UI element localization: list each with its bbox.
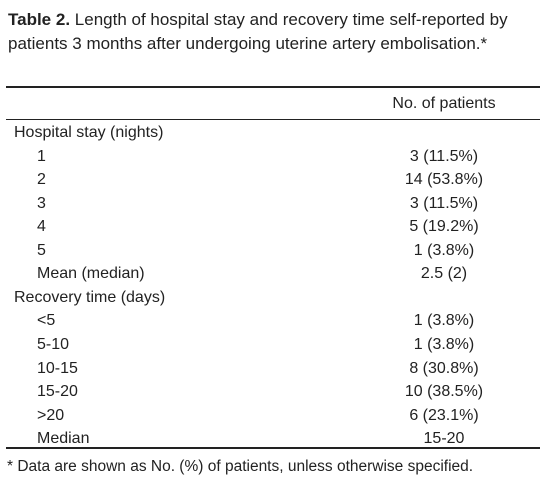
- row-value: 1 (3.8%): [413, 335, 475, 353]
- row-value: 10 (38.5%): [404, 383, 484, 401]
- table-title: Table 2. Length of hospital stay and rec…: [8, 8, 540, 56]
- row-value: 6 (23.1%): [409, 406, 479, 424]
- row-value: 14 (53.8%): [404, 171, 484, 189]
- table-label: Table 2.: [8, 10, 71, 29]
- row-label: 5-10: [37, 335, 70, 353]
- row-label: 5: [37, 241, 46, 259]
- table-caption: Length of hospital stay and recovery tim…: [8, 10, 508, 53]
- row-label: Mean (median): [37, 265, 145, 283]
- row-value: 8 (30.8%): [409, 359, 479, 377]
- section-label: Hospital stay (nights): [14, 124, 164, 141]
- row-value: 2.5 (2): [420, 265, 468, 283]
- footnote: * Data are shown as No. (%) of patients,…: [7, 458, 474, 475]
- row-value: 1 (3.8%): [413, 312, 475, 330]
- row-value: 15-20: [423, 430, 465, 448]
- row-value: 1 (3.8%): [413, 241, 475, 259]
- section-label: Recovery time (days): [14, 288, 166, 306]
- row-label: Median: [37, 430, 90, 448]
- row-label: 1: [37, 147, 46, 165]
- row-label: 2: [37, 171, 46, 189]
- header-rule: [6, 119, 540, 120]
- row-label: <5: [37, 312, 56, 330]
- row-value: 3 (11.5%): [409, 194, 479, 212]
- row-value: 5 (19.2%): [409, 218, 479, 236]
- top-rule: [6, 86, 540, 88]
- row-label: 10-15: [37, 359, 78, 377]
- row-label: 15-20: [37, 383, 78, 401]
- column-header: No. of patients: [392, 95, 496, 112]
- row-value: 3 (11.5%): [409, 147, 479, 165]
- row-label: >20: [37, 406, 65, 424]
- bottom-rule: [6, 447, 540, 449]
- row-label: 4: [37, 218, 46, 236]
- row-label: 3: [37, 194, 46, 212]
